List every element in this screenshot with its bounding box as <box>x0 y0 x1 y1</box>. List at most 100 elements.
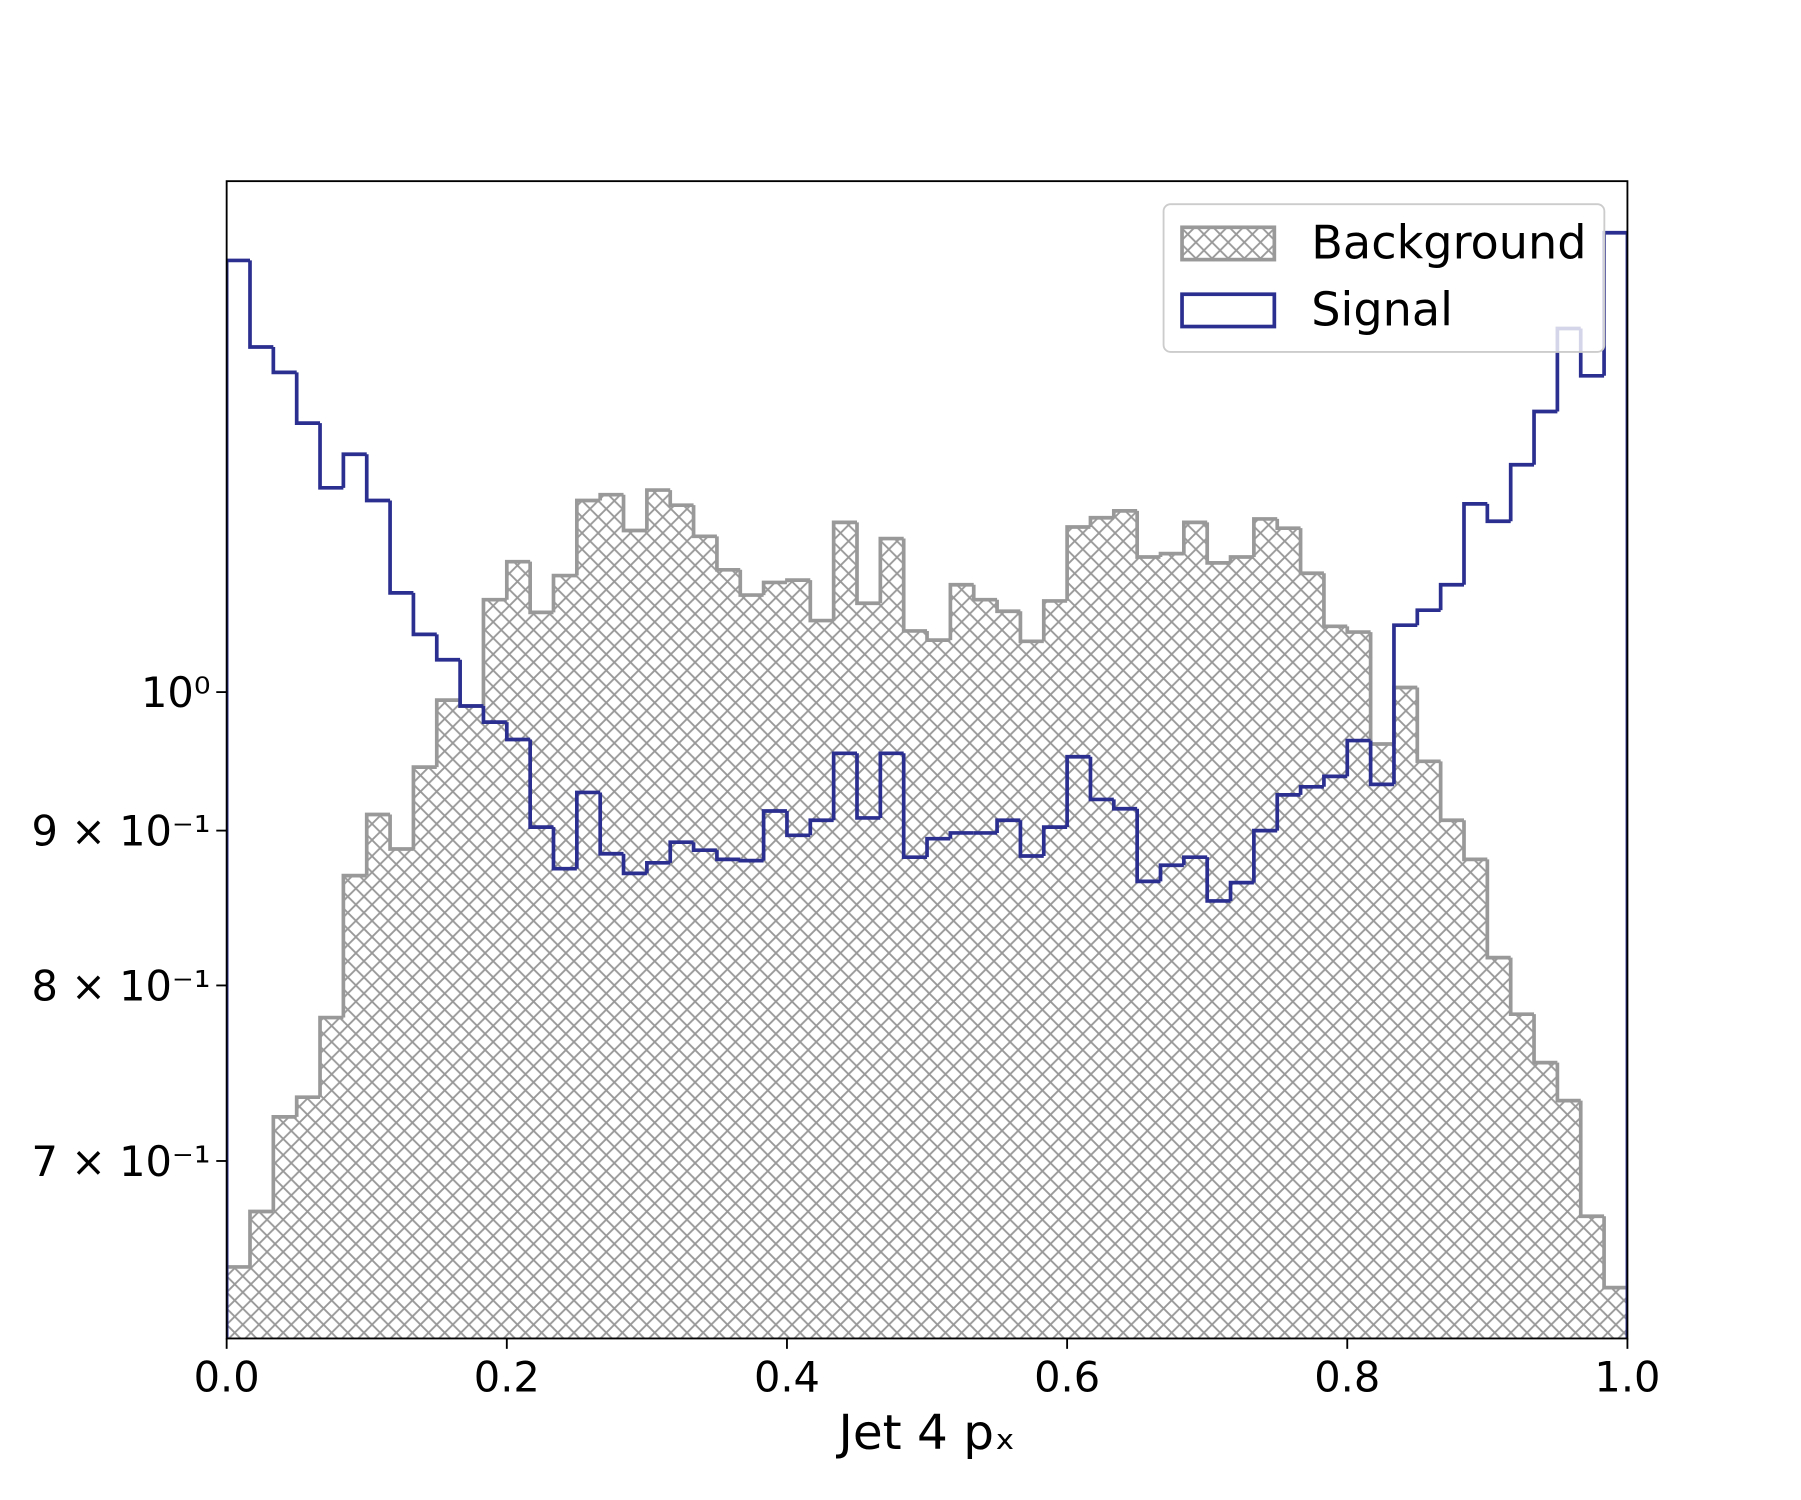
bar-outline <box>574 790 601 869</box>
bar-outline <box>1228 880 1254 901</box>
bar-outline <box>1111 799 1138 811</box>
bar-outline <box>995 818 1021 833</box>
bar-outline <box>738 858 764 863</box>
bar-outline <box>458 659 484 708</box>
bar-fill <box>857 603 881 1339</box>
bar-outline <box>1205 857 1231 903</box>
bar-fill <box>1230 557 1255 1339</box>
bar-outline <box>271 346 297 375</box>
bar-fill <box>786 580 811 1339</box>
x-tick-label: 0.8 <box>1314 1353 1380 1402</box>
bar-outline <box>1462 820 1488 862</box>
bar-outline <box>1065 525 1091 601</box>
legend-label: Signal <box>1311 282 1453 336</box>
bar-outline <box>1041 825 1068 856</box>
bar-fill <box>1300 573 1325 1339</box>
bar-fill <box>1323 626 1348 1339</box>
bar-outline <box>1345 738 1371 777</box>
x-tick-label: 0.2 <box>474 1353 540 1402</box>
x-tick-label: 1.0 <box>1594 1353 1660 1402</box>
bar-fill <box>1020 641 1045 1339</box>
bar-outline <box>1135 510 1161 559</box>
bar-fill <box>436 700 461 1339</box>
bar-outline <box>761 809 787 861</box>
bar-outline <box>831 520 857 621</box>
bar-outline <box>1322 573 1348 629</box>
bar-fill <box>693 536 718 1339</box>
bar-outline <box>1158 863 1184 882</box>
axes-frame <box>225 180 1629 1340</box>
bar-fill <box>413 767 438 1339</box>
bar-outline <box>1298 528 1324 576</box>
bar-fill <box>296 1097 321 1339</box>
bar-outline <box>1368 632 1394 746</box>
x-tick-label: 0.6 <box>1034 1353 1100 1402</box>
bar-outline <box>1532 1014 1558 1065</box>
bar-outline <box>318 1015 344 1098</box>
bar-outline <box>504 722 531 742</box>
bar-outline <box>785 811 811 838</box>
bar-fill <box>1347 632 1371 1339</box>
bar-fill <box>1557 1100 1582 1339</box>
bar-fill <box>343 875 368 1339</box>
bar-fill <box>1207 562 1231 1339</box>
bar-outline <box>1578 1100 1605 1219</box>
bar-fill <box>390 848 414 1339</box>
bar-fill <box>483 599 508 1339</box>
bar-outline <box>271 1115 297 1212</box>
bar-outline <box>645 860 671 874</box>
histogram-signal <box>226 230 1628 1339</box>
bar-outline <box>901 538 928 633</box>
bar-outline <box>761 580 787 596</box>
bar-outline <box>1415 608 1441 626</box>
bar-fill <box>1253 518 1278 1339</box>
bar-outline <box>1438 761 1465 823</box>
plot-area <box>226 230 1628 1339</box>
bar-outline <box>808 580 834 623</box>
bar-fill <box>903 630 928 1339</box>
bar-outline <box>948 831 974 839</box>
bar-outline <box>1392 623 1418 785</box>
bar-outline <box>1182 855 1208 866</box>
bar-outline <box>551 573 577 613</box>
bar-outline <box>574 498 601 576</box>
bar-outline <box>528 739 554 829</box>
bar-outline <box>1135 808 1161 884</box>
bar-outline <box>226 1265 251 1339</box>
bar-outline <box>855 522 881 606</box>
bar-outline <box>1065 754 1091 828</box>
bar-fill <box>1067 527 1091 1339</box>
bar-outline <box>226 258 251 1339</box>
bar-outline <box>551 827 577 871</box>
bar-fill <box>1160 553 1185 1339</box>
bar-fill <box>997 611 1021 1339</box>
bar-fill <box>1370 743 1395 1339</box>
bar-outline <box>995 599 1021 614</box>
bar-fill <box>1487 957 1512 1339</box>
bar-outline <box>715 850 741 862</box>
bar-outline <box>715 536 741 572</box>
bar-fill <box>810 620 834 1339</box>
bar-fill <box>506 561 531 1339</box>
y-tick-label: 8 × 10⁻¹ <box>32 961 211 1010</box>
bar-fill <box>716 569 741 1339</box>
bar-outline <box>598 792 624 856</box>
y-tick-label: 10⁰ <box>141 668 210 717</box>
bar-outline <box>1252 828 1278 883</box>
bar-fill <box>1580 1216 1605 1339</box>
bar-outline <box>925 836 951 858</box>
bar-fill <box>1277 528 1301 1339</box>
bar-outline <box>504 559 531 600</box>
bar-outline <box>1018 611 1044 644</box>
legend: Background Signal <box>1162 203 1606 353</box>
bar-fill <box>1043 600 1068 1339</box>
y-tick-label: 9 × 10⁻¹ <box>32 807 211 856</box>
bar-outline <box>481 705 507 724</box>
bar-outline <box>1322 774 1348 787</box>
bar-outline <box>411 765 437 849</box>
bar-outline <box>621 494 647 533</box>
bar-outline <box>1415 687 1441 764</box>
bar-outline <box>248 1209 274 1267</box>
bar-outline <box>411 592 437 637</box>
